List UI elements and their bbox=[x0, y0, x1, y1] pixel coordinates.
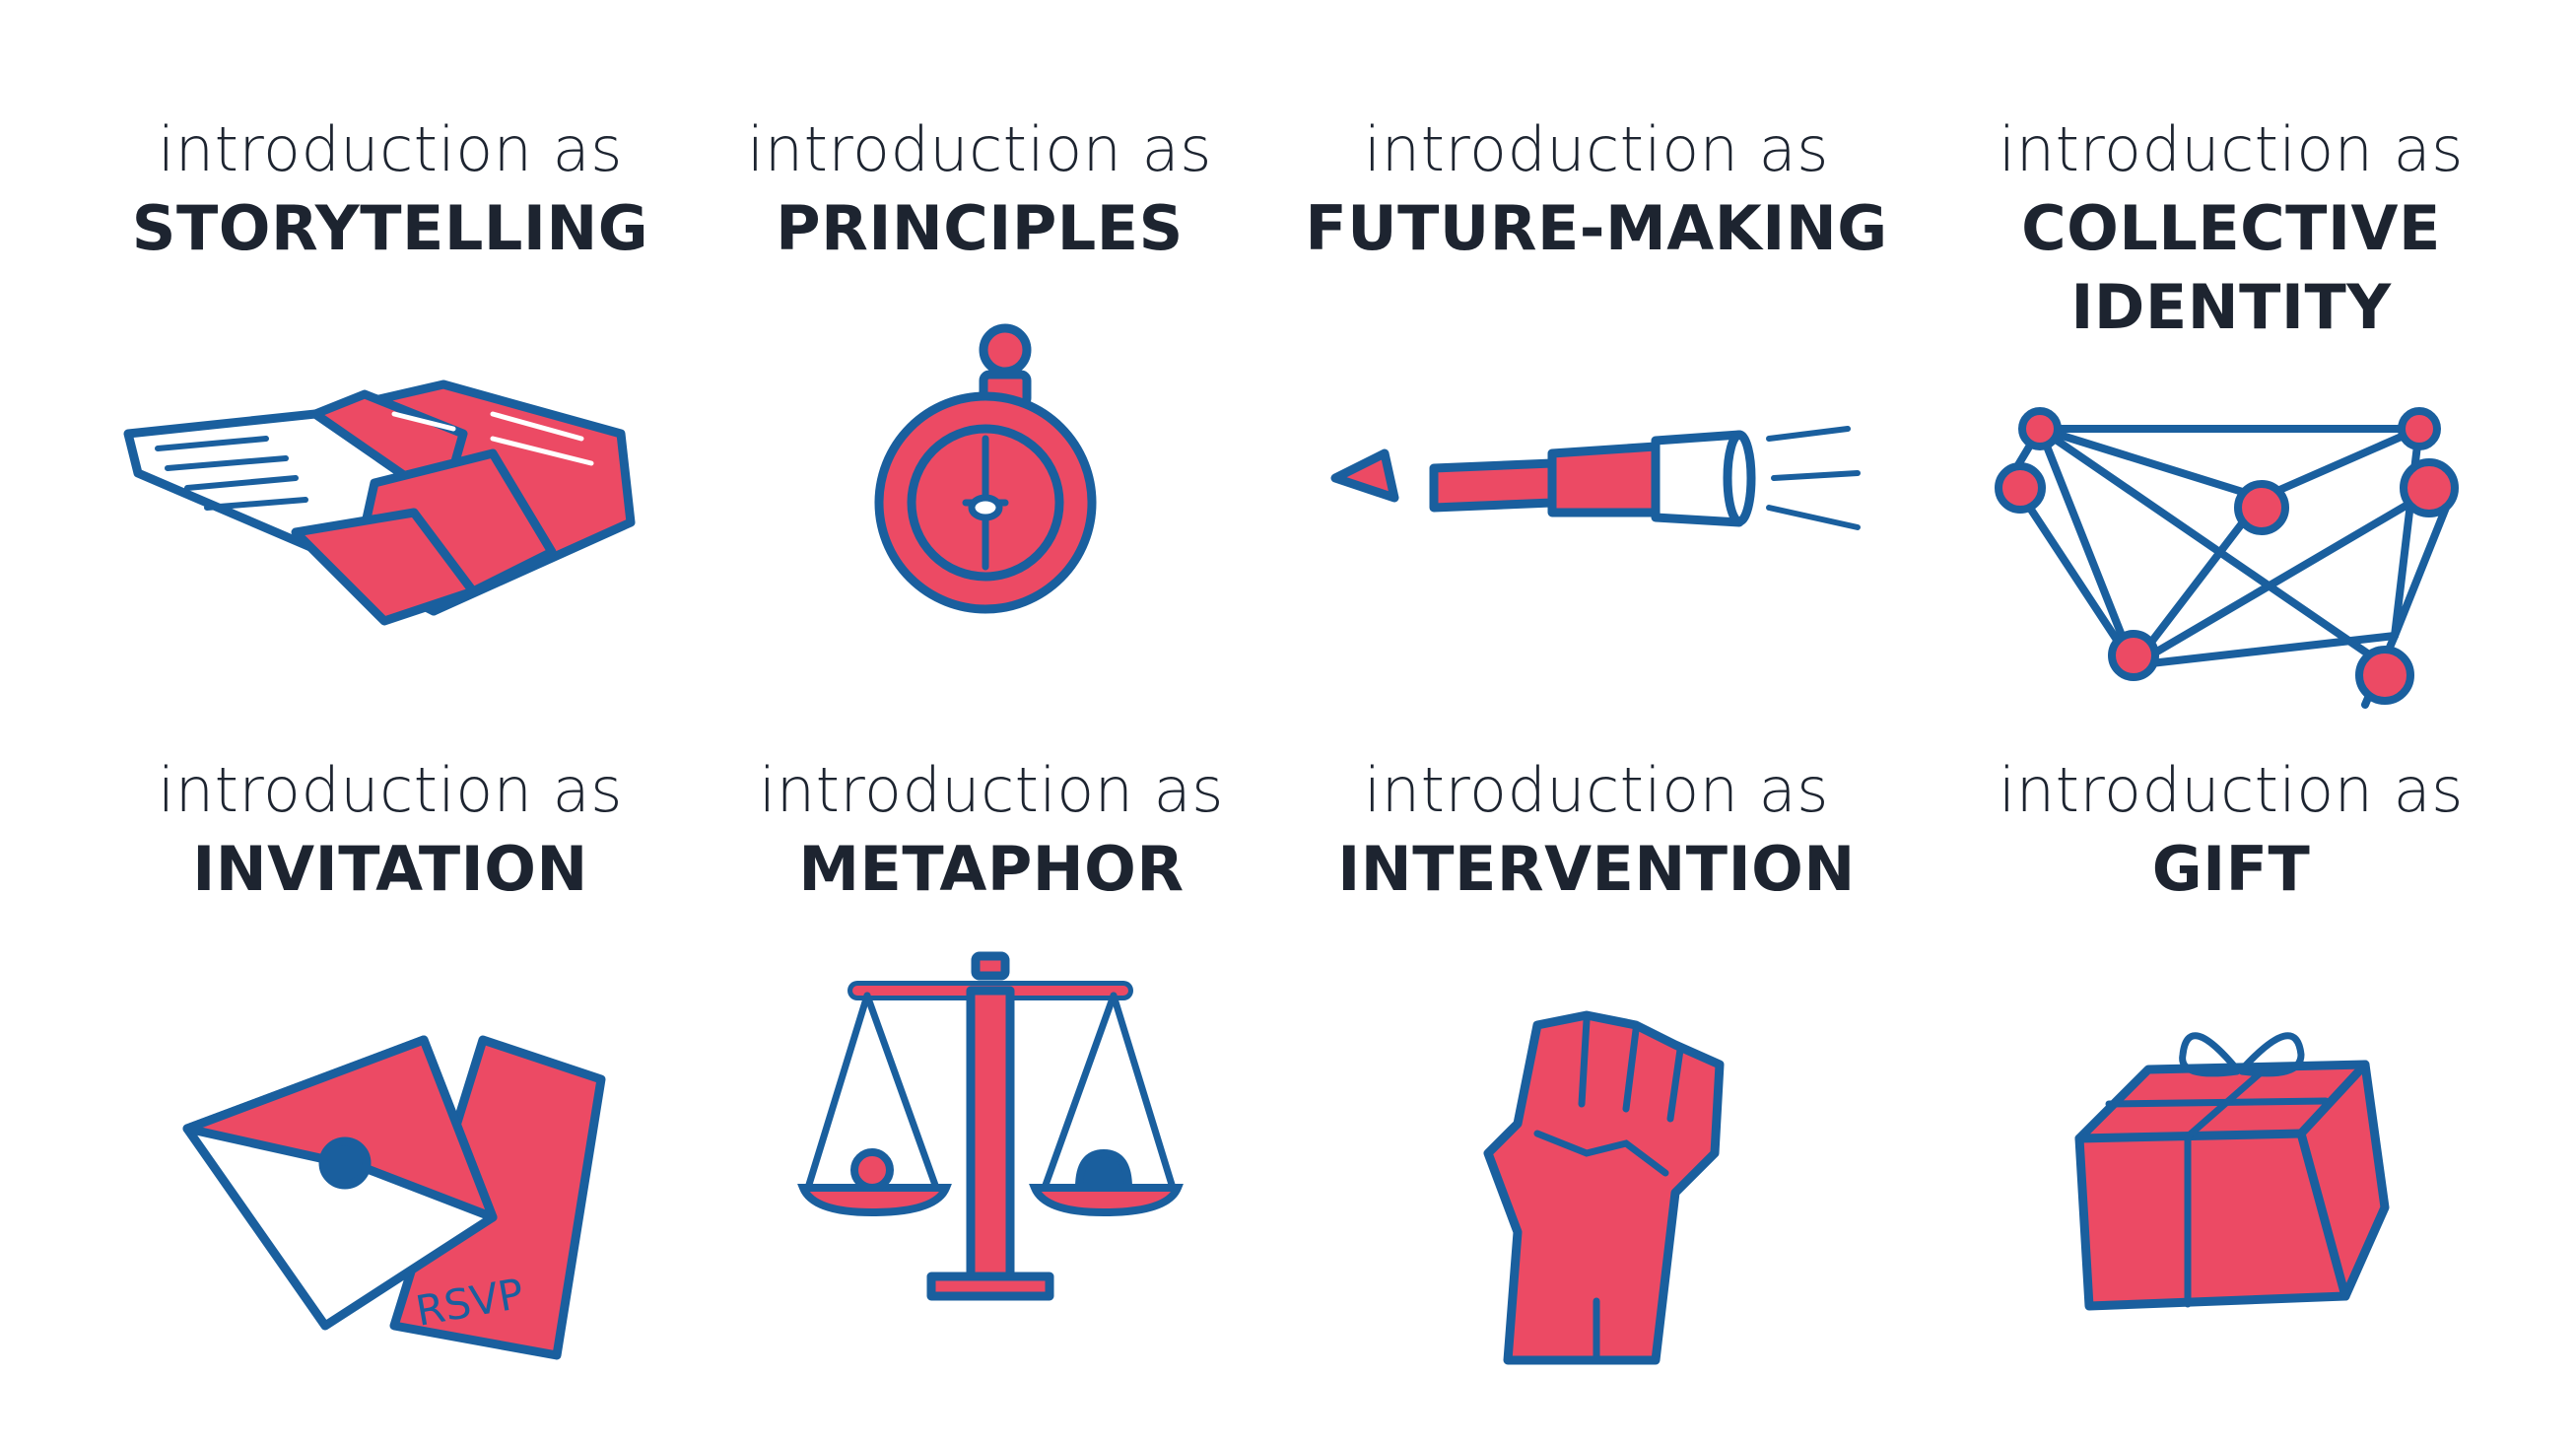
card-prefix: introduction as bbox=[158, 754, 623, 826]
card-prefix: introduction as bbox=[1999, 754, 2464, 826]
card-prefix: introduction as bbox=[1364, 113, 1829, 185]
card-prefix: introduction as bbox=[759, 754, 1224, 826]
card-metaphor: introduction as METAPHOR bbox=[676, 751, 1307, 909]
card-title: STORYTELLING bbox=[131, 192, 649, 264]
card-title: FUTURE-MAKING bbox=[1305, 192, 1888, 264]
card-principles: introduction as PRINCIPLES bbox=[664, 110, 1295, 268]
card-title: PRINCIPLES bbox=[776, 192, 1184, 264]
balance-scale-icon bbox=[797, 951, 1184, 1310]
card-gift: introduction as GIFT bbox=[1916, 751, 2546, 909]
card-intervention: introduction as INTERVENTION bbox=[1281, 751, 1912, 909]
network-icon bbox=[1991, 389, 2474, 719]
card-title: INVITATION bbox=[192, 833, 588, 905]
card-prefix: introduction as bbox=[1999, 113, 2464, 185]
card-title: INTERVENTION bbox=[1337, 833, 1856, 905]
card-title: METAPHOR bbox=[798, 833, 1185, 905]
card-prefix: introduction as bbox=[158, 113, 623, 185]
card-storytelling: introduction as STORYTELLING bbox=[75, 110, 706, 268]
card-collective-identity: introduction as COLLECTIVE IDENTITY bbox=[1916, 110, 2546, 347]
card-prefix: introduction as bbox=[747, 113, 1212, 185]
card-future-making: introduction as FUTURE-MAKING bbox=[1281, 110, 1912, 268]
telescope-icon bbox=[1325, 419, 1877, 561]
card-invitation: introduction as INVITATION bbox=[75, 751, 706, 909]
raised-fist-icon bbox=[1478, 1005, 1734, 1374]
compass-icon bbox=[867, 320, 1104, 640]
gift-box-icon bbox=[2069, 1010, 2395, 1330]
card-title: GIFT bbox=[2151, 833, 2311, 905]
card-title-line-1: COLLECTIVE bbox=[2021, 192, 2441, 264]
card-prefix: introduction as bbox=[1364, 754, 1829, 826]
open-books-icon bbox=[118, 355, 670, 635]
card-title-line-2: IDENTITY bbox=[2070, 271, 2392, 343]
envelope-rsvp-icon: RSVP bbox=[177, 1030, 611, 1369]
